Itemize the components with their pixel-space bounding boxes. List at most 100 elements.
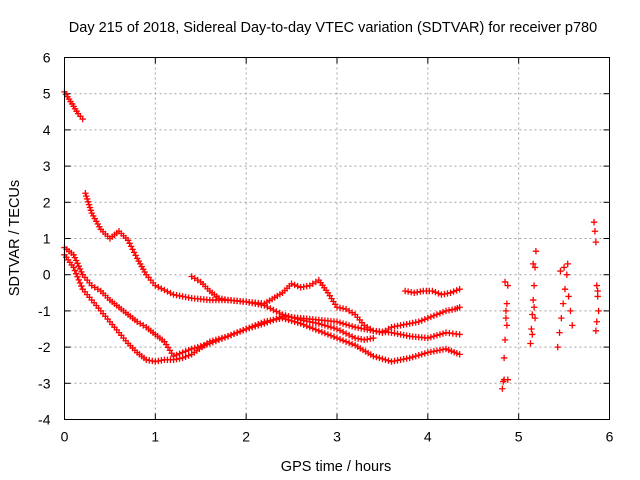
data-point <box>456 351 463 358</box>
data-point <box>530 282 538 289</box>
data-point <box>233 329 241 336</box>
data-point <box>554 343 561 351</box>
data-point <box>373 353 380 361</box>
data-point <box>72 257 80 264</box>
data-point <box>500 354 508 362</box>
data-point <box>330 324 338 332</box>
data-point <box>70 251 77 258</box>
data-point <box>532 247 540 255</box>
data-point <box>370 334 377 342</box>
data-point <box>85 201 93 208</box>
data-point <box>342 321 350 328</box>
data-point <box>324 323 332 330</box>
data-point <box>559 300 567 307</box>
data-point <box>87 207 95 214</box>
data-point <box>450 288 457 295</box>
data-point <box>333 325 341 333</box>
y-tick-label: 5 <box>43 86 51 102</box>
data-point <box>70 264 77 271</box>
y-tick-label: 1 <box>43 231 51 247</box>
data-point <box>71 267 79 274</box>
data-point <box>385 357 392 364</box>
data-point <box>249 323 256 330</box>
data-point <box>255 320 262 328</box>
data-point <box>503 322 511 329</box>
data-point <box>179 349 186 356</box>
data-point <box>501 336 509 344</box>
data-point <box>78 268 85 276</box>
data-point <box>75 276 82 284</box>
data-point <box>418 317 425 324</box>
data-point <box>529 331 536 338</box>
data-point <box>595 307 602 315</box>
data-point <box>164 288 171 295</box>
data-point <box>179 354 186 362</box>
data-point <box>406 354 413 362</box>
y-tick-label: -1 <box>38 303 51 319</box>
data-point <box>167 289 174 297</box>
data-point <box>330 333 338 341</box>
data-point <box>258 319 265 327</box>
data-point <box>300 321 307 328</box>
data-point <box>188 345 195 353</box>
data-point <box>182 353 189 360</box>
data-point <box>569 322 576 329</box>
data-point <box>376 354 383 362</box>
data-point <box>427 333 435 341</box>
data-point <box>294 319 301 326</box>
data-point <box>294 282 301 290</box>
data-point <box>370 352 377 360</box>
x-tick-label: 3 <box>333 429 341 445</box>
series-track-e <box>61 251 463 365</box>
data-point <box>74 273 81 280</box>
y-tick-label: 2 <box>43 194 51 210</box>
data-point <box>71 254 79 261</box>
data-point <box>594 287 601 295</box>
data-point <box>439 308 447 316</box>
data-point <box>252 322 259 329</box>
data-point <box>421 350 429 357</box>
x-tick-label: 0 <box>61 429 69 445</box>
data-point <box>282 315 289 323</box>
data-point <box>212 336 220 344</box>
series-cluster-4.85 <box>499 278 511 392</box>
y-tick-label: -4 <box>38 412 51 428</box>
data-point <box>221 333 229 341</box>
y-tick-label: 3 <box>43 158 51 174</box>
data-point <box>409 353 416 361</box>
data-point <box>303 322 310 330</box>
data-point <box>418 351 425 358</box>
data-point <box>593 318 600 325</box>
data-point <box>76 279 84 287</box>
data-point <box>342 330 350 337</box>
data-point <box>333 334 341 342</box>
data-point <box>227 331 235 339</box>
data-point <box>433 332 441 339</box>
data-point <box>209 337 217 344</box>
data-point <box>558 314 565 322</box>
data-point <box>182 348 189 355</box>
data-point <box>264 303 271 311</box>
data-point <box>297 320 304 327</box>
data-point <box>435 290 442 297</box>
data-point <box>530 260 537 268</box>
x-tick-label: 5 <box>515 429 523 445</box>
data-point <box>230 330 238 338</box>
data-point <box>530 304 538 311</box>
data-point <box>593 282 600 289</box>
data-point <box>82 190 89 197</box>
data-point <box>185 346 192 354</box>
series-track-f <box>401 285 463 298</box>
data-point <box>567 307 574 315</box>
x-tick-label: 4 <box>424 429 432 445</box>
data-point <box>504 282 511 289</box>
data-point <box>591 228 599 235</box>
data-point <box>84 195 91 203</box>
data-point <box>560 264 568 271</box>
data-point <box>439 330 447 337</box>
data-point <box>561 285 569 293</box>
data-point <box>318 328 326 336</box>
data-point <box>592 238 600 246</box>
series-cluster-5.87 <box>590 219 602 335</box>
data-point <box>499 385 506 392</box>
